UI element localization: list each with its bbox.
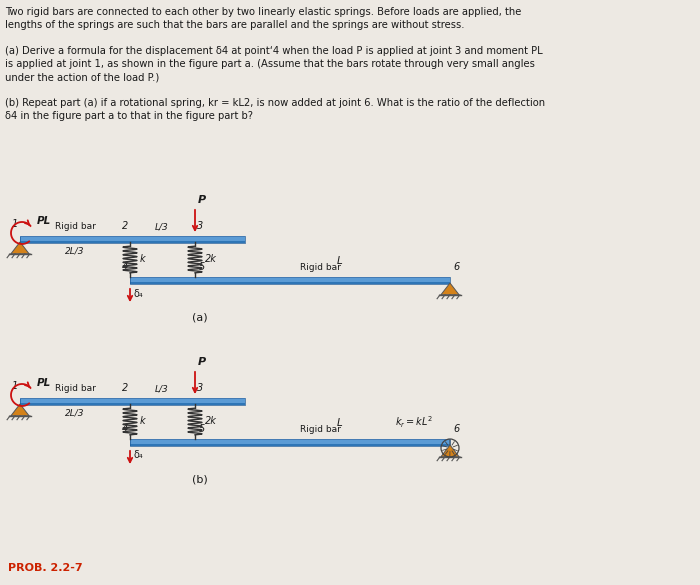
Text: 4: 4 <box>122 262 128 272</box>
Text: 4: 4 <box>122 424 128 434</box>
Text: k: k <box>140 254 146 264</box>
Bar <box>130 441 450 444</box>
Text: 2: 2 <box>122 383 128 393</box>
Text: 2: 2 <box>122 221 128 231</box>
Text: lengths of the springs are such that the bars are parallel and the springs are w: lengths of the springs are such that the… <box>5 20 465 30</box>
Text: (a) Derive a formula for the displacement δ4 at point‘4 when the load P is appli: (a) Derive a formula for the displacemen… <box>5 46 542 56</box>
Text: 2k: 2k <box>205 417 217 426</box>
Bar <box>130 439 450 446</box>
Text: L/3: L/3 <box>155 384 169 393</box>
Text: PL: PL <box>37 216 51 226</box>
Text: (b): (b) <box>192 475 208 485</box>
Polygon shape <box>11 242 29 254</box>
Bar <box>130 278 450 282</box>
Bar <box>130 277 450 284</box>
Text: L/3: L/3 <box>155 222 169 231</box>
Text: (b) Repeat part (a) if a rotational spring, kr = kL2, is now added at joint 6. W: (b) Repeat part (a) if a rotational spri… <box>5 98 545 108</box>
Polygon shape <box>11 404 29 416</box>
Text: $k_r = kL^2$: $k_r = kL^2$ <box>395 414 433 430</box>
Text: Rigid bar: Rigid bar <box>300 263 340 272</box>
Text: PROB. 2.2-7: PROB. 2.2-7 <box>8 563 83 573</box>
Bar <box>130 444 450 446</box>
Text: 1: 1 <box>12 381 18 391</box>
Text: δ4 in the figure part a to that in the figure part b?: δ4 in the figure part a to that in the f… <box>5 111 253 121</box>
Text: L: L <box>337 256 343 266</box>
Text: Two rigid bars are connected to each other by two linearly elastic springs. Befo: Two rigid bars are connected to each oth… <box>5 7 522 17</box>
Text: L: L <box>337 418 343 428</box>
Bar <box>130 277 450 278</box>
Bar <box>20 236 245 238</box>
Bar <box>20 397 245 399</box>
Text: Rigid bar: Rigid bar <box>300 425 340 434</box>
Text: P: P <box>198 357 206 367</box>
Bar <box>20 236 245 243</box>
Text: under the action of the load P.): under the action of the load P.) <box>5 72 160 82</box>
Text: 2k: 2k <box>205 254 217 264</box>
Text: δ₄: δ₄ <box>134 289 143 299</box>
Text: (a): (a) <box>193 313 208 323</box>
Text: PL: PL <box>37 378 51 388</box>
Text: 3: 3 <box>197 383 203 393</box>
Bar <box>20 399 245 402</box>
Polygon shape <box>441 445 459 457</box>
Text: δ₄: δ₄ <box>134 450 143 460</box>
Text: 6: 6 <box>453 262 459 272</box>
Text: P: P <box>198 195 206 205</box>
Text: 1: 1 <box>12 219 18 229</box>
Polygon shape <box>441 283 459 295</box>
Text: k: k <box>140 417 146 426</box>
Bar <box>130 282 450 284</box>
Bar <box>130 439 450 441</box>
Text: is applied at joint 1, as shown in the figure part a. (Assume that the bars rota: is applied at joint 1, as shown in the f… <box>5 59 535 69</box>
Text: 2L/3: 2L/3 <box>65 246 85 256</box>
Bar <box>20 397 245 404</box>
Text: 5: 5 <box>199 424 205 434</box>
Text: 2L/3: 2L/3 <box>65 408 85 418</box>
Bar <box>20 241 245 243</box>
Bar <box>20 238 245 241</box>
Text: Rigid bar: Rigid bar <box>55 222 95 231</box>
Text: 5: 5 <box>199 262 205 272</box>
Text: 6: 6 <box>453 424 459 434</box>
Text: 3: 3 <box>197 221 203 231</box>
Bar <box>20 402 245 404</box>
Text: Rigid bar: Rigid bar <box>55 384 95 393</box>
